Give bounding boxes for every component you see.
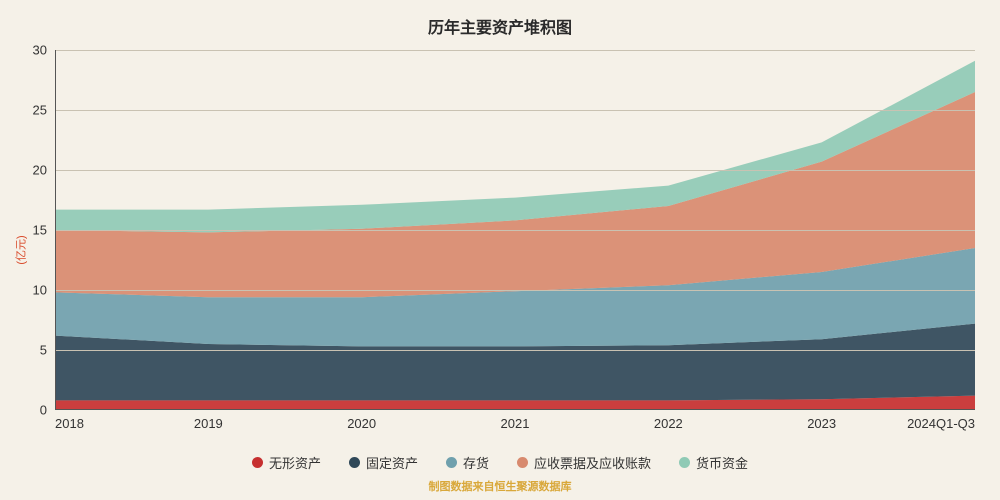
grid-line bbox=[55, 290, 975, 291]
legend-item: 应收票据及应收账款 bbox=[517, 453, 651, 472]
grid-line bbox=[55, 170, 975, 171]
legend-dot bbox=[517, 457, 528, 468]
legend-dot bbox=[349, 457, 360, 468]
legend-item: 存货 bbox=[446, 453, 489, 472]
grid-line bbox=[55, 350, 975, 351]
legend: 无形资产 固定资产 存货 应收票据及应收账款 货币资金 bbox=[0, 453, 1000, 472]
xtick-label: 2019 bbox=[194, 410, 223, 431]
y-axis-line bbox=[55, 50, 56, 410]
xtick-label: 2018 bbox=[55, 410, 84, 431]
chart-container: 历年主要资产堆积图 (亿元) 0510152025302018201920202… bbox=[0, 0, 1000, 500]
xtick-label: 2024Q1-Q3 bbox=[907, 410, 975, 431]
ytick-label: 10 bbox=[33, 283, 55, 298]
source-note: 制图数据来自恒生聚源数据库 bbox=[0, 478, 1000, 494]
legend-label: 固定资产 bbox=[366, 453, 418, 472]
area-series bbox=[55, 92, 975, 297]
xtick-label: 2021 bbox=[501, 410, 530, 431]
ytick-label: 15 bbox=[33, 223, 55, 238]
grid-line bbox=[55, 50, 975, 51]
ytick-label: 0 bbox=[40, 403, 55, 418]
legend-dot bbox=[252, 457, 263, 468]
grid-line bbox=[55, 110, 975, 111]
plot-area: 0510152025302018201920202021202220232024… bbox=[55, 50, 975, 410]
legend-dot bbox=[446, 457, 457, 468]
legend-item: 货币资金 bbox=[679, 453, 748, 472]
chart-title: 历年主要资产堆积图 bbox=[0, 0, 1000, 38]
ytick-label: 25 bbox=[33, 103, 55, 118]
xtick-label: 2023 bbox=[807, 410, 836, 431]
legend-label: 无形资产 bbox=[269, 453, 321, 472]
legend-dot bbox=[679, 457, 690, 468]
legend-item: 固定资产 bbox=[349, 453, 418, 472]
xtick-label: 2020 bbox=[347, 410, 376, 431]
legend-item: 无形资产 bbox=[252, 453, 321, 472]
xtick-label: 2022 bbox=[654, 410, 683, 431]
y-axis-label: (亿元) bbox=[13, 235, 29, 264]
ytick-label: 5 bbox=[40, 343, 55, 358]
grid-line bbox=[55, 230, 975, 231]
legend-label: 存货 bbox=[463, 453, 489, 472]
legend-label: 应收票据及应收账款 bbox=[534, 453, 651, 472]
ytick-label: 20 bbox=[33, 163, 55, 178]
legend-label: 货币资金 bbox=[696, 453, 748, 472]
x-axis-line bbox=[55, 409, 975, 410]
ytick-label: 30 bbox=[33, 43, 55, 58]
